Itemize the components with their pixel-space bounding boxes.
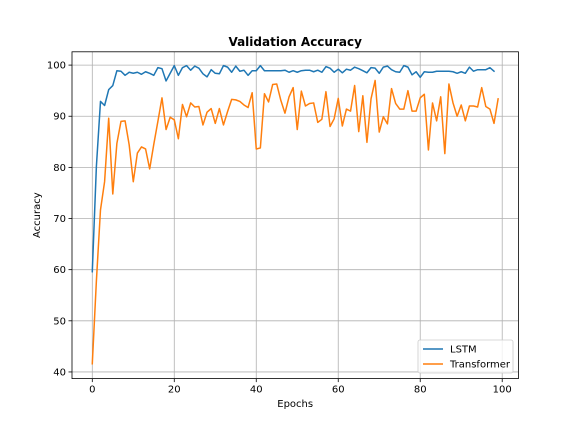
x-tick-label: 80 xyxy=(414,385,427,396)
x-tick-label: 60 xyxy=(332,385,345,396)
series-line-transformer xyxy=(91,79,499,365)
y-tick-label: 50 xyxy=(53,316,66,327)
x-tick-label: 0 xyxy=(89,385,95,396)
x-axis-label: Epochs xyxy=(277,399,313,410)
y-tick-label: 100 xyxy=(47,61,66,72)
x-tick-label: 20 xyxy=(168,385,181,396)
y-axis-label: Accuracy xyxy=(32,192,43,238)
plot-frame xyxy=(71,51,519,379)
y-tick-label: 70 xyxy=(53,214,66,225)
y-tick-label: 40 xyxy=(53,367,66,378)
legend-label-lstm: LSTM xyxy=(450,345,477,356)
plot-area xyxy=(72,51,519,379)
x-tick-label: 100 xyxy=(493,385,512,396)
grid-lines xyxy=(72,51,519,379)
series-lines xyxy=(91,64,499,365)
y-tick-label: 90 xyxy=(53,112,66,123)
x-tick-label: 40 xyxy=(250,385,263,396)
axis-ticks: 0 20 40 60 80 100 40 50 60 70 80 90 100 xyxy=(47,61,512,396)
y-tick-label: 80 xyxy=(53,163,66,174)
legend: LSTM Transformer xyxy=(417,339,514,374)
chart-title: Validation Accuracy xyxy=(228,35,362,49)
series-line-lstm xyxy=(91,64,496,273)
y-tick-label: 60 xyxy=(53,265,66,276)
legend-label-transformer: Transformer xyxy=(449,360,511,371)
